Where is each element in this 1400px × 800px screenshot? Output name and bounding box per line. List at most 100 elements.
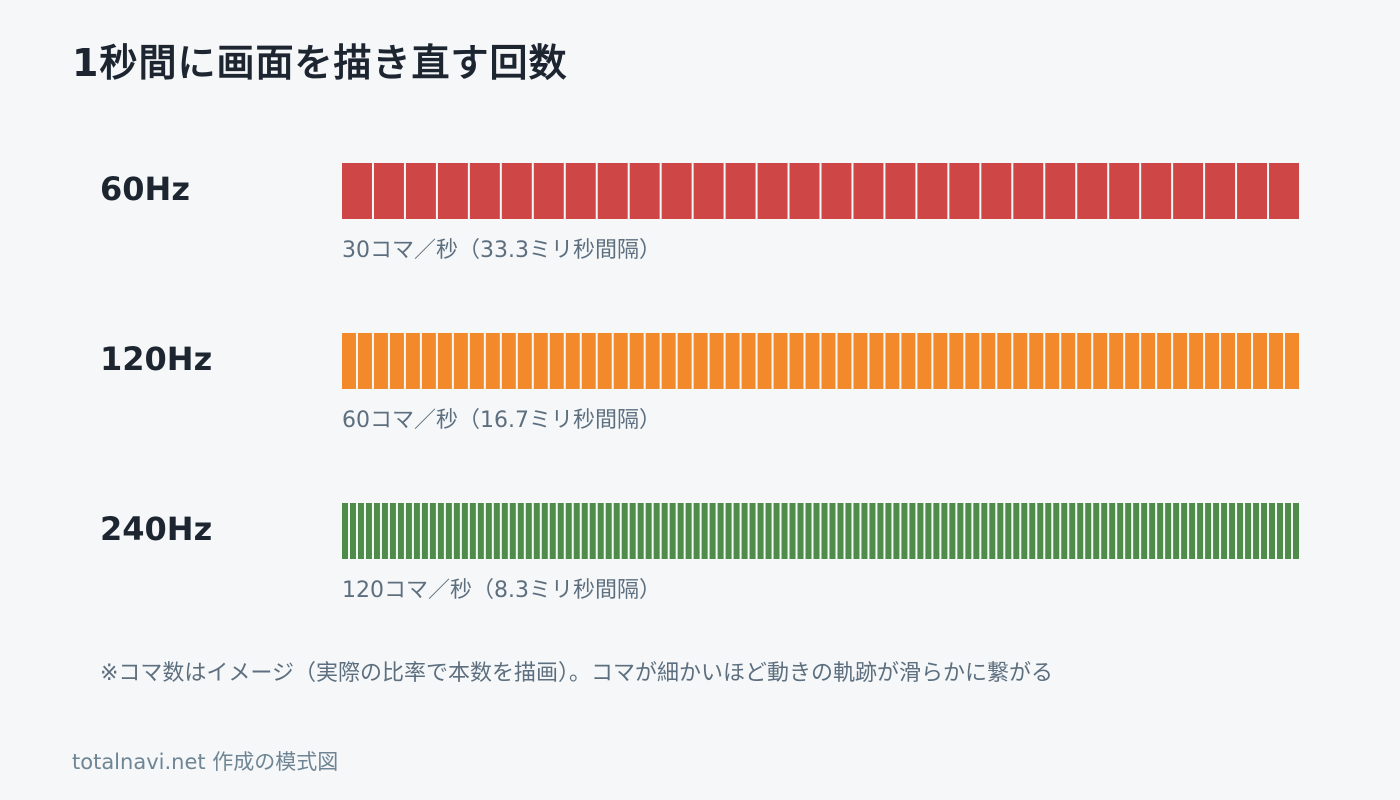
frame-segment xyxy=(469,333,484,389)
frame-segment xyxy=(1101,503,1108,559)
frame-bar-svg xyxy=(342,503,1299,559)
frame-segment xyxy=(1237,163,1268,219)
frame-segment xyxy=(1173,333,1188,389)
frame-segment xyxy=(549,503,556,559)
frame-segment xyxy=(501,333,516,389)
frame-segment xyxy=(677,503,684,559)
frame-segment xyxy=(613,503,620,559)
frame-segment xyxy=(461,503,468,559)
frame-segment xyxy=(581,503,588,559)
frame-segment xyxy=(885,333,900,389)
frame-segment xyxy=(405,503,412,559)
frame-segment xyxy=(1029,333,1044,389)
frame-segment xyxy=(821,333,836,389)
frame-segment xyxy=(1269,163,1299,219)
frame-segment xyxy=(1141,163,1172,219)
frame-segment xyxy=(1109,333,1124,389)
frame-segment xyxy=(373,503,380,559)
frame-segment xyxy=(1005,503,1012,559)
frame-segment xyxy=(1125,503,1132,559)
frame-segment xyxy=(661,163,692,219)
frame-segment xyxy=(869,503,876,559)
frame-segment xyxy=(533,503,540,559)
frame-segment xyxy=(573,503,580,559)
frame-segment xyxy=(773,333,788,389)
frame-segment xyxy=(733,503,740,559)
frame-segment xyxy=(1109,163,1140,219)
frame-segment xyxy=(1141,333,1156,389)
frame-segment xyxy=(901,333,916,389)
frame-segment xyxy=(1037,503,1044,559)
frame-segment xyxy=(789,503,796,559)
frame-segment xyxy=(597,333,612,389)
frame-segment xyxy=(1077,503,1084,559)
frame-segment xyxy=(997,503,1004,559)
frame-segment xyxy=(589,503,596,559)
frame-segment xyxy=(629,333,644,389)
frame-segment xyxy=(653,503,660,559)
frame-segment xyxy=(709,333,724,389)
frame-segment xyxy=(469,503,476,559)
frame-segment xyxy=(437,333,452,389)
row-label-60hz: 60Hz xyxy=(100,170,190,208)
frame-segment xyxy=(621,503,628,559)
frame-segment xyxy=(973,503,980,559)
frame-segment xyxy=(1245,503,1252,559)
frame-segment xyxy=(725,503,732,559)
frame-segment xyxy=(1013,333,1028,389)
frame-segment xyxy=(909,503,916,559)
frame-segment xyxy=(421,333,436,389)
row-label-120hz: 120Hz xyxy=(100,340,213,378)
diagram-title: 1秒間に画面を描き直す回数 xyxy=(72,41,568,85)
frame-segment xyxy=(597,163,628,219)
frame-segment xyxy=(845,503,852,559)
frame-segment xyxy=(1237,503,1244,559)
frame-segment xyxy=(1109,503,1116,559)
frame-segment xyxy=(941,503,948,559)
frame-segment xyxy=(517,503,524,559)
frame-segment xyxy=(613,333,628,389)
frame-segment xyxy=(813,503,820,559)
frame-segment xyxy=(357,333,372,389)
frame-segment xyxy=(949,503,956,559)
frame-segment xyxy=(1221,503,1228,559)
frame-segment xyxy=(549,333,564,389)
frame-segment xyxy=(1045,503,1052,559)
frame-segment xyxy=(925,503,932,559)
frame-segment xyxy=(389,503,396,559)
frame-segment xyxy=(1221,333,1236,389)
frame-segment xyxy=(485,503,492,559)
frame-segment xyxy=(885,163,916,219)
frame-segment xyxy=(629,163,660,219)
frame-segment xyxy=(805,333,820,389)
frame-segment xyxy=(342,163,372,219)
frame-segment xyxy=(1013,503,1020,559)
frame-segment xyxy=(693,333,708,389)
frame-segment xyxy=(981,163,1012,219)
frame-segment xyxy=(629,503,636,559)
frame-segment xyxy=(797,503,804,559)
frame-segment xyxy=(693,503,700,559)
frame-segment xyxy=(1069,503,1076,559)
frame-segment xyxy=(1261,503,1268,559)
frame-segment xyxy=(437,163,468,219)
frame-segment xyxy=(1061,503,1068,559)
frame-segment xyxy=(1157,503,1164,559)
frame-bar-svg xyxy=(342,163,1299,219)
frame-segment xyxy=(1205,333,1220,389)
frame-segment xyxy=(853,333,868,389)
caption-240hz: 120コマ／秒（8.3ミリ秒間隔） xyxy=(342,578,661,603)
frame-segment xyxy=(741,503,748,559)
footnote: ※コマ数はイメージ（実際の比率で本数を描画）。コマが細かいほど動きの軌跡が滑らか… xyxy=(100,661,1053,686)
frame-segment xyxy=(493,503,500,559)
frame-segment xyxy=(1213,503,1220,559)
frame-segment xyxy=(1173,163,1204,219)
frame-bar-240hz xyxy=(342,503,1299,559)
frame-segment xyxy=(829,503,836,559)
frame-segment xyxy=(1149,503,1156,559)
frame-segment xyxy=(965,333,980,389)
source-credit: totalnavi.net 作成の模式図 xyxy=(72,750,339,774)
frame-segment xyxy=(981,503,988,559)
frame-segment xyxy=(565,333,580,389)
frame-segment xyxy=(525,503,532,559)
